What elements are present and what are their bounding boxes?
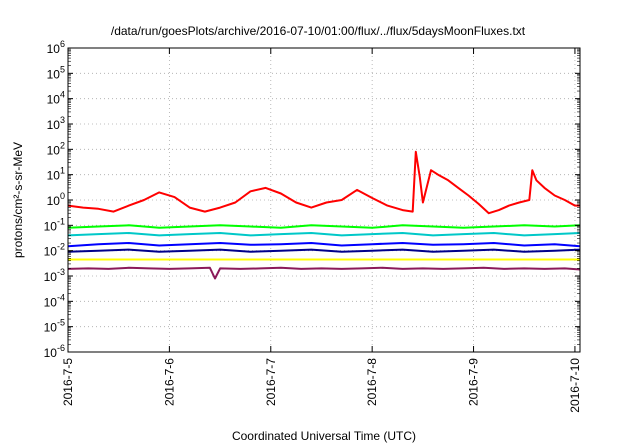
series-line: [67, 248, 581, 253]
series-line: [67, 242, 581, 248]
y-tick-label-exponent: 3: [60, 115, 65, 125]
y-tick-label-base: 10: [47, 143, 61, 157]
y-tick-label: 10-4: [44, 292, 65, 309]
series-line: [67, 150, 580, 215]
y-tick-label-exponent: 6: [60, 39, 65, 49]
y-tick-label-base: 10: [44, 245, 58, 259]
ticks: 10610510410310210110010-110-210-310-410-…: [44, 39, 582, 413]
x-tick-label: 2016-7-10: [568, 358, 582, 413]
y-tick-label-exponent: 2: [60, 140, 65, 150]
y-tick-label-base: 10: [44, 270, 58, 284]
y-tick-label: 102: [47, 140, 65, 157]
y-axis-label: protons/cm²-s-sr-MeV: [11, 142, 25, 258]
y-tick-label-base: 10: [44, 321, 58, 335]
y-tick-label-base: 10: [44, 295, 58, 309]
series-line: [67, 224, 581, 229]
y-tick-label-exponent: -5: [57, 318, 65, 328]
y-tick-label: 104: [47, 90, 65, 107]
x-tick-label: 2016-7-7: [264, 358, 278, 406]
y-tick-label-exponent: -2: [57, 242, 65, 252]
y-tick-label-base: 10: [47, 93, 61, 107]
x-tick-label: 2016-7-9: [467, 358, 481, 406]
y-tick-label-exponent: 4: [60, 90, 65, 100]
y-tick-label-exponent: -3: [57, 267, 65, 277]
y-tick-label-exponent: 0: [60, 191, 65, 201]
chart-title: /data/run/goesPlots/archive/2016-07-10/0…: [111, 24, 526, 38]
y-tick-label: 106: [47, 39, 65, 56]
y-tick-label: 10-3: [44, 267, 65, 284]
y-tick-label: 10-2: [44, 242, 65, 259]
y-tick-label-base: 10: [47, 42, 61, 56]
y-tick-label: 101: [47, 166, 65, 183]
y-tick-label-base: 10: [47, 118, 61, 132]
y-tick-label-exponent: 5: [60, 64, 65, 74]
series-line: [67, 232, 581, 237]
x-axis-label: Coordinated Universal Time (UTC): [232, 429, 416, 443]
y-tick-label: 105: [47, 64, 65, 81]
y-tick-label-exponent: -6: [57, 343, 65, 353]
y-tick-label-base: 10: [44, 219, 58, 233]
series-group: [67, 150, 581, 280]
y-tick-label: 10-1: [44, 216, 65, 233]
y-tick-label-base: 10: [47, 169, 61, 183]
x-tick-label: 2016-7-8: [365, 358, 379, 406]
series-line: [67, 266, 581, 280]
y-tick-label: 100: [47, 191, 65, 208]
y-tick-label: 10-5: [44, 318, 65, 335]
y-tick-label-base: 10: [47, 67, 61, 81]
y-tick-label: 103: [47, 115, 65, 132]
y-tick-label-base: 10: [47, 194, 61, 208]
y-tick-label-exponent: 1: [60, 166, 65, 176]
y-tick-label-exponent: -4: [57, 292, 65, 302]
y-tick-label: 10-6: [44, 343, 65, 360]
y-tick-label-exponent: -1: [57, 216, 65, 226]
x-tick-label: 2016-7-6: [162, 358, 176, 406]
y-tick-label-base: 10: [44, 346, 58, 360]
x-tick-label: 2016-7-5: [61, 358, 75, 406]
